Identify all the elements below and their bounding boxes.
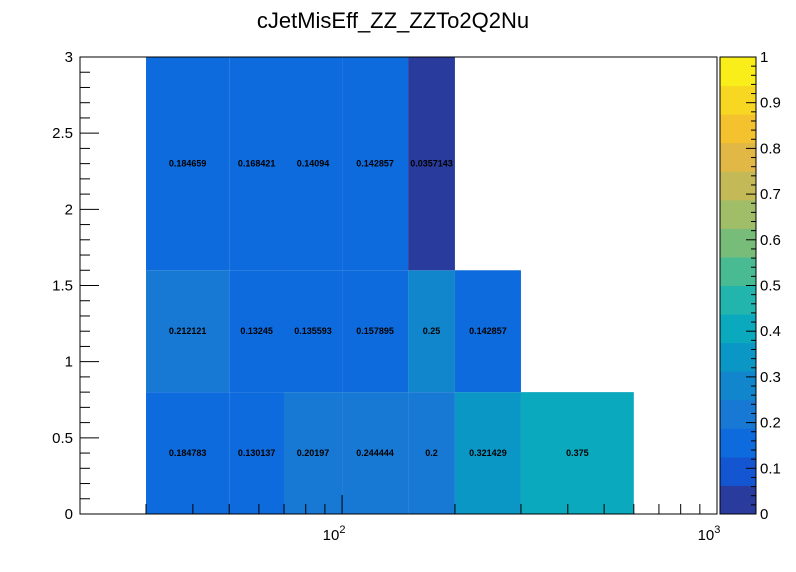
palette-tick-label: 0.9	[760, 95, 781, 112]
y-tick-label: 3	[65, 49, 73, 66]
palette-tick-label: 0.5	[760, 278, 781, 295]
heatmap-cell	[342, 57, 409, 271]
heatmap-cell	[229, 57, 284, 271]
cell-value-label: 0.244444	[356, 448, 394, 458]
x-tick-label: 102	[323, 524, 346, 544]
heatmap-cell	[408, 392, 455, 514]
palette-swatch	[720, 171, 756, 201]
cell-value-label: 0.135593	[294, 326, 332, 336]
cell-value-label: 0.13245	[240, 326, 273, 336]
cell-value-label: 0.20197	[297, 448, 330, 458]
heatmap-cell	[454, 392, 521, 514]
heatmap-cell	[229, 270, 284, 393]
heatmap-cell	[408, 57, 455, 271]
cell-value-label: 0.184659	[169, 159, 207, 169]
y-tick-label: 1.5	[52, 278, 73, 295]
cell-value-label: 0.142857	[356, 159, 394, 169]
palette-swatch	[720, 142, 756, 172]
palette-swatch	[720, 342, 756, 372]
heatmap-cell	[342, 270, 409, 393]
cell-value-label: 0.375	[566, 448, 589, 458]
cell-value-label: 0.157895	[356, 326, 394, 336]
color-palette: 0 0.1 0.2 0.3 0.4 0.5 0.6 0.7 0.8 0.9 1	[719, 49, 781, 523]
heatmap-cell-labels: 0.184783 0.130137 0.20197 0.244444 0.2 0.3214…	[169, 159, 589, 458]
cell-value-label: 0.142857	[469, 326, 507, 336]
cell-value-label: 0.168421	[238, 159, 276, 169]
palette-swatch	[720, 456, 756, 486]
palette-swatch	[720, 399, 756, 429]
cell-value-label: 0.184783	[169, 448, 207, 458]
heatmap-cell	[229, 392, 284, 514]
palette-tick-label: 0.4	[760, 323, 781, 340]
cell-value-label: 0.130137	[238, 448, 276, 458]
cell-value-label: 0.25	[423, 326, 441, 336]
palette-swatch	[720, 199, 756, 229]
palette-tick-label: 0.6	[760, 232, 781, 249]
palette-tick-label: 1	[760, 49, 768, 66]
palette-swatch	[720, 256, 756, 286]
palette-tick-label: 0.1	[760, 460, 781, 477]
cell-value-label: 0.2	[425, 448, 438, 458]
heatmap-cell	[454, 270, 521, 393]
palette-swatch	[720, 428, 756, 458]
palette-tick-label: 0.2	[760, 415, 781, 432]
heatmap-cell	[146, 270, 230, 393]
heatmap-cell	[342, 392, 409, 514]
cell-value-label: 0.14094	[297, 159, 330, 169]
heatmap-cell	[408, 270, 455, 393]
y-tick-label: 0	[65, 506, 73, 523]
y-tick-label: 0.5	[52, 430, 73, 447]
y-tick-label: 2	[65, 201, 73, 218]
palette-swatch	[720, 228, 756, 258]
palette-swatch	[720, 314, 756, 344]
x-tick-label: 103	[698, 524, 721, 544]
palette-tick-label: 0.8	[760, 140, 781, 157]
palette-tick-label: 0.3	[760, 369, 781, 386]
heatmap-cell	[283, 392, 343, 514]
palette-swatch	[720, 114, 756, 144]
heatmap-cells	[146, 57, 634, 514]
heatmap-cell	[283, 270, 343, 393]
palette-swatch	[720, 85, 756, 115]
heatmap-cell	[520, 392, 634, 514]
palette-swatch	[720, 285, 756, 315]
palette-swatch	[720, 371, 756, 401]
y-tick-label: 2.5	[52, 125, 73, 142]
cell-value-label: 0.0357143	[410, 159, 453, 169]
palette-tick-label: 0.7	[760, 186, 781, 203]
cell-value-label: 0.212121	[169, 326, 207, 336]
heatmap-cell	[146, 392, 230, 514]
palette-swatch	[720, 485, 756, 515]
y-tick-label: 1	[65, 354, 73, 371]
palette-tick-label: 0	[760, 506, 768, 523]
palette-swatch	[720, 57, 756, 87]
heatmap-cell	[283, 57, 343, 271]
cell-value-label: 0.321429	[469, 448, 507, 458]
x-axis: 102 103	[79, 495, 721, 544]
chart-title: cJetMisEff_ZZ_ZZTo2Q2Nu	[257, 8, 529, 33]
heatmap-cell	[146, 57, 230, 271]
y-axis: 0 0.5 1 1.5 2 2.5 3	[52, 49, 99, 523]
